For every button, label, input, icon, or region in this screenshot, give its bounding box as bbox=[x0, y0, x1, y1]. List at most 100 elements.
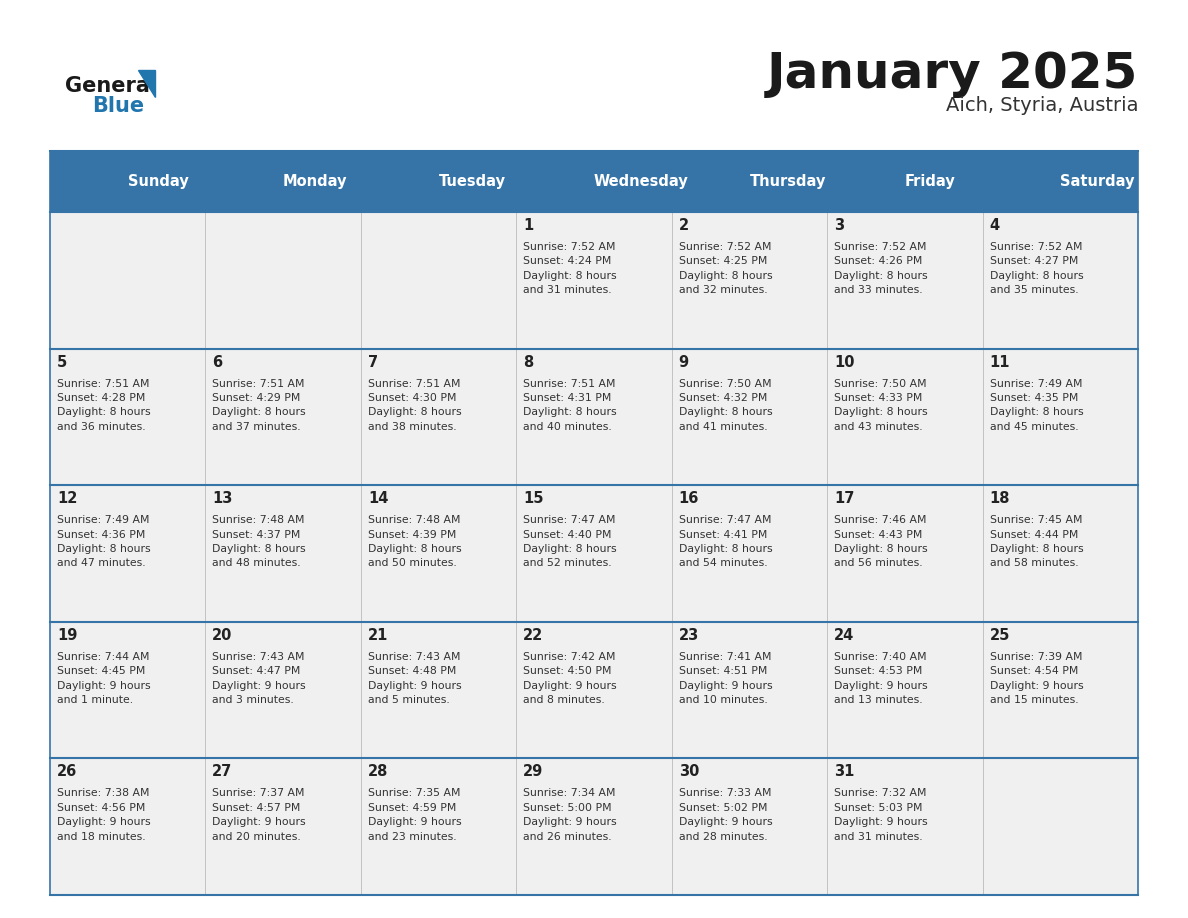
Text: Wednesday: Wednesday bbox=[594, 174, 689, 189]
Text: 28: 28 bbox=[368, 765, 388, 779]
Text: Saturday: Saturday bbox=[1061, 174, 1135, 189]
Bar bbox=[827, 349, 982, 486]
Bar bbox=[517, 758, 671, 895]
Bar bbox=[517, 621, 671, 758]
Text: 23: 23 bbox=[678, 628, 699, 643]
Text: 11: 11 bbox=[990, 354, 1010, 370]
Text: Sunrise: 7:45 AM
Sunset: 4:44 PM
Daylight: 8 hours
and 58 minutes.: Sunrise: 7:45 AM Sunset: 4:44 PM Dayligh… bbox=[990, 515, 1083, 568]
Bar bbox=[982, 758, 1138, 895]
Text: Sunrise: 7:43 AM
Sunset: 4:48 PM
Daylight: 9 hours
and 5 minutes.: Sunrise: 7:43 AM Sunset: 4:48 PM Dayligh… bbox=[368, 652, 461, 705]
Text: Sunrise: 7:48 AM
Sunset: 4:39 PM
Daylight: 8 hours
and 50 minutes.: Sunrise: 7:48 AM Sunset: 4:39 PM Dayligh… bbox=[368, 515, 461, 568]
Text: Sunrise: 7:39 AM
Sunset: 4:54 PM
Daylight: 9 hours
and 15 minutes.: Sunrise: 7:39 AM Sunset: 4:54 PM Dayligh… bbox=[990, 652, 1083, 705]
Text: 22: 22 bbox=[523, 628, 544, 643]
Bar bbox=[361, 349, 517, 486]
Text: 9: 9 bbox=[678, 354, 689, 370]
Text: Sunrise: 7:34 AM
Sunset: 5:00 PM
Daylight: 9 hours
and 26 minutes.: Sunrise: 7:34 AM Sunset: 5:00 PM Dayligh… bbox=[523, 789, 617, 842]
Text: Sunrise: 7:35 AM
Sunset: 4:59 PM
Daylight: 9 hours
and 23 minutes.: Sunrise: 7:35 AM Sunset: 4:59 PM Dayligh… bbox=[368, 789, 461, 842]
Text: Sunrise: 7:47 AM
Sunset: 4:40 PM
Daylight: 8 hours
and 52 minutes.: Sunrise: 7:47 AM Sunset: 4:40 PM Dayligh… bbox=[523, 515, 617, 568]
Bar bbox=[206, 486, 361, 621]
Text: 6: 6 bbox=[213, 354, 222, 370]
Text: Sunrise: 7:40 AM
Sunset: 4:53 PM
Daylight: 9 hours
and 13 minutes.: Sunrise: 7:40 AM Sunset: 4:53 PM Dayligh… bbox=[834, 652, 928, 705]
Text: 5: 5 bbox=[57, 354, 68, 370]
Bar bbox=[982, 349, 1138, 486]
Text: Sunrise: 7:49 AM
Sunset: 4:36 PM
Daylight: 8 hours
and 47 minutes.: Sunrise: 7:49 AM Sunset: 4:36 PM Dayligh… bbox=[57, 515, 151, 568]
Text: Sunrise: 7:42 AM
Sunset: 4:50 PM
Daylight: 9 hours
and 8 minutes.: Sunrise: 7:42 AM Sunset: 4:50 PM Dayligh… bbox=[523, 652, 617, 705]
Bar bbox=[206, 349, 361, 486]
Bar bbox=[50, 621, 206, 758]
Text: 30: 30 bbox=[678, 765, 699, 779]
Bar bbox=[671, 621, 827, 758]
Text: Monday: Monday bbox=[283, 174, 348, 189]
Text: 18: 18 bbox=[990, 491, 1010, 506]
Text: General: General bbox=[65, 76, 157, 96]
Text: 8: 8 bbox=[523, 354, 533, 370]
Text: Thursday: Thursday bbox=[750, 174, 826, 189]
Text: Sunrise: 7:41 AM
Sunset: 4:51 PM
Daylight: 9 hours
and 10 minutes.: Sunrise: 7:41 AM Sunset: 4:51 PM Dayligh… bbox=[678, 652, 772, 705]
Text: 29: 29 bbox=[523, 765, 544, 779]
Text: Sunrise: 7:51 AM
Sunset: 4:31 PM
Daylight: 8 hours
and 40 minutes.: Sunrise: 7:51 AM Sunset: 4:31 PM Dayligh… bbox=[523, 378, 617, 431]
Text: Sunrise: 7:32 AM
Sunset: 5:03 PM
Daylight: 9 hours
and 31 minutes.: Sunrise: 7:32 AM Sunset: 5:03 PM Dayligh… bbox=[834, 789, 928, 842]
Text: 12: 12 bbox=[57, 491, 77, 506]
Text: Sunrise: 7:50 AM
Sunset: 4:32 PM
Daylight: 8 hours
and 41 minutes.: Sunrise: 7:50 AM Sunset: 4:32 PM Dayligh… bbox=[678, 378, 772, 431]
Bar bbox=[671, 758, 827, 895]
Text: Sunrise: 7:52 AM
Sunset: 4:26 PM
Daylight: 8 hours
and 33 minutes.: Sunrise: 7:52 AM Sunset: 4:26 PM Dayligh… bbox=[834, 242, 928, 296]
Text: Sunrise: 7:47 AM
Sunset: 4:41 PM
Daylight: 8 hours
and 54 minutes.: Sunrise: 7:47 AM Sunset: 4:41 PM Dayligh… bbox=[678, 515, 772, 568]
Text: 19: 19 bbox=[57, 628, 77, 643]
Text: Sunrise: 7:48 AM
Sunset: 4:37 PM
Daylight: 8 hours
and 48 minutes.: Sunrise: 7:48 AM Sunset: 4:37 PM Dayligh… bbox=[213, 515, 307, 568]
Text: Sunrise: 7:43 AM
Sunset: 4:47 PM
Daylight: 9 hours
and 3 minutes.: Sunrise: 7:43 AM Sunset: 4:47 PM Dayligh… bbox=[213, 652, 307, 705]
Bar bbox=[827, 621, 982, 758]
Bar bbox=[206, 212, 361, 349]
Bar bbox=[517, 349, 671, 486]
Text: 20: 20 bbox=[213, 628, 233, 643]
Text: Sunrise: 7:33 AM
Sunset: 5:02 PM
Daylight: 9 hours
and 28 minutes.: Sunrise: 7:33 AM Sunset: 5:02 PM Dayligh… bbox=[678, 789, 772, 842]
Bar bbox=[206, 621, 361, 758]
Text: 13: 13 bbox=[213, 491, 233, 506]
Text: Sunrise: 7:51 AM
Sunset: 4:29 PM
Daylight: 8 hours
and 37 minutes.: Sunrise: 7:51 AM Sunset: 4:29 PM Dayligh… bbox=[213, 378, 307, 431]
Text: Sunrise: 7:50 AM
Sunset: 4:33 PM
Daylight: 8 hours
and 43 minutes.: Sunrise: 7:50 AM Sunset: 4:33 PM Dayligh… bbox=[834, 378, 928, 431]
Text: 21: 21 bbox=[368, 628, 388, 643]
Bar bbox=[50, 151, 1138, 212]
Text: Sunrise: 7:38 AM
Sunset: 4:56 PM
Daylight: 9 hours
and 18 minutes.: Sunrise: 7:38 AM Sunset: 4:56 PM Dayligh… bbox=[57, 789, 151, 842]
Bar bbox=[517, 212, 671, 349]
Text: 2: 2 bbox=[678, 218, 689, 233]
Text: 24: 24 bbox=[834, 628, 854, 643]
Text: Sunrise: 7:49 AM
Sunset: 4:35 PM
Daylight: 8 hours
and 45 minutes.: Sunrise: 7:49 AM Sunset: 4:35 PM Dayligh… bbox=[990, 378, 1083, 431]
Bar bbox=[361, 486, 517, 621]
Text: 10: 10 bbox=[834, 354, 854, 370]
Text: 17: 17 bbox=[834, 491, 854, 506]
Text: Sunrise: 7:46 AM
Sunset: 4:43 PM
Daylight: 8 hours
and 56 minutes.: Sunrise: 7:46 AM Sunset: 4:43 PM Dayligh… bbox=[834, 515, 928, 568]
Bar bbox=[827, 758, 982, 895]
Bar bbox=[982, 212, 1138, 349]
Text: January 2025: January 2025 bbox=[766, 50, 1138, 98]
Bar bbox=[50, 212, 206, 349]
Text: 31: 31 bbox=[834, 765, 854, 779]
Text: Blue: Blue bbox=[93, 95, 145, 116]
Text: 16: 16 bbox=[678, 491, 699, 506]
Bar bbox=[671, 486, 827, 621]
Bar bbox=[206, 758, 361, 895]
Bar bbox=[982, 621, 1138, 758]
Bar bbox=[361, 212, 517, 349]
Text: 27: 27 bbox=[213, 765, 233, 779]
Bar bbox=[361, 758, 517, 895]
Bar bbox=[827, 486, 982, 621]
Polygon shape bbox=[138, 70, 156, 97]
Text: 3: 3 bbox=[834, 218, 845, 233]
Text: Aich, Styria, Austria: Aich, Styria, Austria bbox=[946, 96, 1138, 116]
Text: Sunrise: 7:51 AM
Sunset: 4:28 PM
Daylight: 8 hours
and 36 minutes.: Sunrise: 7:51 AM Sunset: 4:28 PM Dayligh… bbox=[57, 378, 151, 431]
Text: 4: 4 bbox=[990, 218, 1000, 233]
Text: 14: 14 bbox=[368, 491, 388, 506]
Text: Sunday: Sunday bbox=[127, 174, 189, 189]
Text: Sunrise: 7:52 AM
Sunset: 4:24 PM
Daylight: 8 hours
and 31 minutes.: Sunrise: 7:52 AM Sunset: 4:24 PM Dayligh… bbox=[523, 242, 617, 296]
Text: Sunrise: 7:37 AM
Sunset: 4:57 PM
Daylight: 9 hours
and 20 minutes.: Sunrise: 7:37 AM Sunset: 4:57 PM Dayligh… bbox=[213, 789, 307, 842]
Text: 15: 15 bbox=[523, 491, 544, 506]
Bar bbox=[50, 758, 206, 895]
Text: Sunrise: 7:52 AM
Sunset: 4:27 PM
Daylight: 8 hours
and 35 minutes.: Sunrise: 7:52 AM Sunset: 4:27 PM Dayligh… bbox=[990, 242, 1083, 296]
Text: Sunrise: 7:51 AM
Sunset: 4:30 PM
Daylight: 8 hours
and 38 minutes.: Sunrise: 7:51 AM Sunset: 4:30 PM Dayligh… bbox=[368, 378, 461, 431]
Text: 26: 26 bbox=[57, 765, 77, 779]
Text: Friday: Friday bbox=[905, 174, 955, 189]
Text: 1: 1 bbox=[523, 218, 533, 233]
Text: Sunrise: 7:52 AM
Sunset: 4:25 PM
Daylight: 8 hours
and 32 minutes.: Sunrise: 7:52 AM Sunset: 4:25 PM Dayligh… bbox=[678, 242, 772, 296]
Bar bbox=[827, 212, 982, 349]
Text: 7: 7 bbox=[368, 354, 378, 370]
